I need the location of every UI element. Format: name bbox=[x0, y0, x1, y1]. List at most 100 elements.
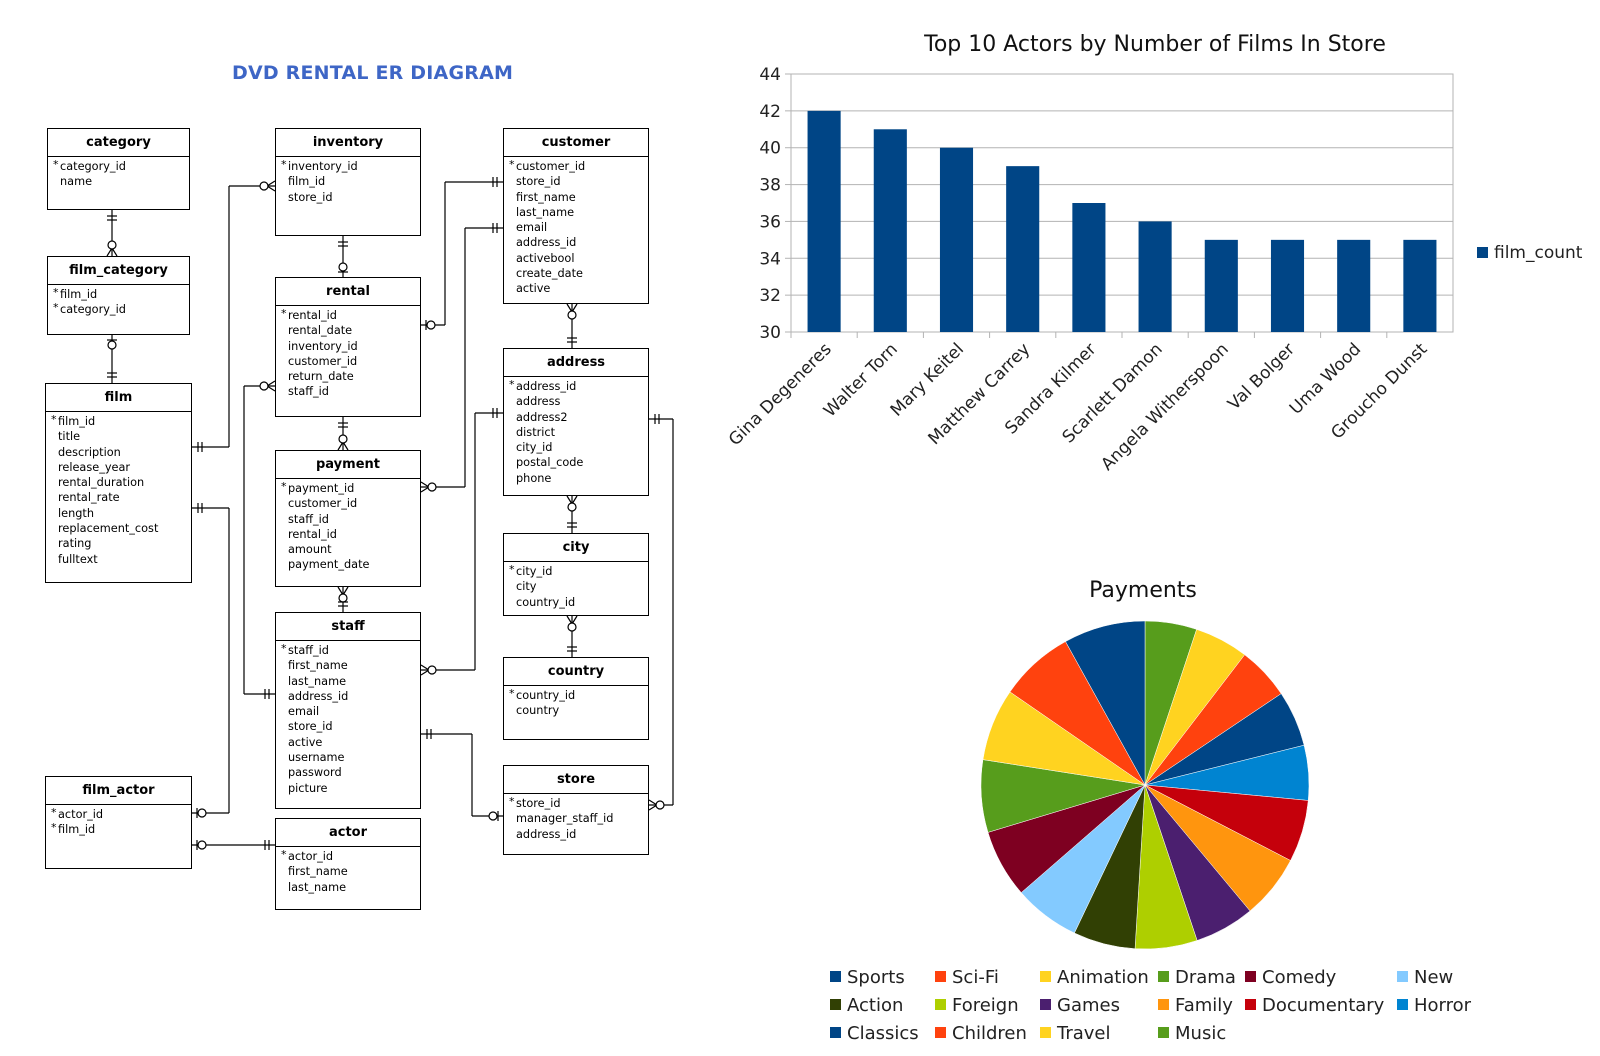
entity-attribute: film_id bbox=[53, 285, 189, 302]
legend-label: Drama bbox=[1175, 967, 1236, 988]
entity-attribute: address2 bbox=[516, 410, 568, 424]
pie-slice bbox=[982, 691, 1146, 786]
legend-label: Music bbox=[1175, 1023, 1227, 1044]
entity-attribute: country bbox=[516, 704, 560, 718]
pie-slice bbox=[1144, 744, 1310, 801]
entity-attribute: address bbox=[516, 395, 561, 409]
entity-attribute: payment_id bbox=[281, 479, 420, 496]
entity-attribute: postal_code bbox=[516, 456, 584, 470]
entity-attribute: password bbox=[288, 766, 342, 780]
entity-address: addressaddress_idaddressaddress2district… bbox=[503, 348, 649, 496]
bar bbox=[1072, 203, 1106, 332]
entity-attribute: first_name bbox=[516, 190, 576, 204]
entity-attribute: staff_id bbox=[288, 512, 329, 526]
cardinality-circle bbox=[567, 622, 577, 632]
entity-attribute: store_id bbox=[288, 190, 333, 204]
pie-legend-item: Children bbox=[935, 1024, 1027, 1044]
entity-name: film_actor bbox=[46, 777, 191, 805]
entity-attribute: length bbox=[58, 506, 95, 520]
legend-swatch bbox=[1245, 999, 1256, 1010]
bar bbox=[1403, 239, 1437, 332]
entity-name: staff bbox=[276, 613, 420, 641]
legend-label: New bbox=[1414, 967, 1454, 988]
legend-label: Games bbox=[1057, 995, 1120, 1016]
legend-swatch bbox=[935, 971, 946, 982]
entity-attribute: email bbox=[516, 221, 548, 235]
pie-slice bbox=[1074, 784, 1146, 949]
entity-attribute: film_id bbox=[51, 820, 191, 837]
entity-attribute: rental_rate bbox=[58, 491, 120, 505]
cardinality-circle bbox=[338, 434, 348, 444]
entity-attribute: staff_id bbox=[281, 641, 420, 658]
entity-attribute: actor_id bbox=[281, 847, 420, 864]
entity-attribute: city_id bbox=[509, 562, 648, 579]
cardinality-circle bbox=[107, 240, 117, 250]
legend-label: Comedy bbox=[1262, 967, 1337, 988]
cardinality-circle bbox=[427, 665, 437, 675]
cardinality-circle bbox=[488, 811, 498, 821]
entity-attribute: category_id bbox=[53, 300, 189, 317]
pie-legend-item: New bbox=[1397, 968, 1453, 988]
entity-attribute: active bbox=[288, 735, 323, 749]
entity-attribute: inventory_id bbox=[288, 339, 358, 353]
entity-attribute: store_id bbox=[509, 794, 648, 811]
entity-attribute: film_id bbox=[51, 412, 191, 429]
entity-attribute: rental_date bbox=[288, 324, 353, 338]
legend-swatch bbox=[1040, 971, 1051, 982]
cardinality-circle bbox=[107, 340, 117, 350]
pie-legend-item: Classics bbox=[830, 1024, 919, 1044]
entity-attribute: return_date bbox=[288, 370, 354, 384]
pie-slice bbox=[980, 759, 1146, 833]
entity-attribute: name bbox=[60, 175, 93, 189]
pie-legend-item: Family bbox=[1158, 996, 1233, 1016]
y-tick-label: 44 bbox=[759, 65, 781, 85]
entity-attribute: last_name bbox=[516, 205, 575, 219]
entity-attribute: replacement_cost bbox=[58, 522, 159, 536]
entity-attribute: amount bbox=[288, 543, 332, 557]
bar-chart-title: Top 10 Actors by Number of Films In Stor… bbox=[923, 32, 1386, 57]
legend-label: Classics bbox=[847, 1023, 919, 1044]
legend-swatch bbox=[830, 971, 841, 982]
cardinality-circle bbox=[427, 482, 437, 492]
cardinality-circle bbox=[197, 808, 207, 818]
entity-name: film_category bbox=[48, 257, 189, 285]
pie-legend-item: Action bbox=[830, 996, 903, 1016]
pie-slice bbox=[1065, 620, 1146, 786]
y-tick-label: 38 bbox=[759, 176, 781, 196]
pie-chart-title: Payments bbox=[1089, 578, 1197, 603]
entity-attribute: store_id bbox=[516, 175, 561, 189]
pie-slice bbox=[987, 784, 1146, 893]
entity-attribute: first_name bbox=[288, 865, 348, 879]
legend-swatch bbox=[1040, 999, 1051, 1010]
entity-attribute: staff_id bbox=[288, 385, 329, 399]
entity-attribute: address_id bbox=[516, 827, 577, 841]
entity-rental: rentalrental_idrental_dateinventory_idcu… bbox=[275, 277, 421, 417]
legend-label: Family bbox=[1175, 995, 1233, 1016]
legend-swatch bbox=[1397, 971, 1408, 982]
pie-slice bbox=[1144, 784, 1309, 861]
pie-slice bbox=[1144, 693, 1305, 786]
entity-attribute: customer_id bbox=[509, 157, 648, 174]
pie-legend-item: Drama bbox=[1158, 968, 1236, 988]
entity-attribute: fulltext bbox=[58, 552, 98, 566]
pie-slice bbox=[1144, 784, 1291, 912]
pie-legend-item: Animation bbox=[1040, 968, 1149, 988]
entity-attribute: last_name bbox=[288, 674, 347, 688]
entity-attribute: rental_id bbox=[281, 306, 420, 323]
y-tick-label: 32 bbox=[759, 286, 781, 306]
cardinality-circle bbox=[655, 800, 665, 810]
legend-swatch bbox=[1477, 247, 1488, 258]
legend-label: Documentary bbox=[1262, 995, 1385, 1016]
legend-swatch bbox=[1158, 999, 1169, 1010]
entity-attribute: create_date bbox=[516, 267, 583, 281]
entity-name: film bbox=[46, 384, 191, 412]
entity-name: category bbox=[48, 129, 189, 157]
entity-attribute: first_name bbox=[288, 659, 348, 673]
legend-swatch bbox=[830, 1027, 841, 1038]
y-tick-label: 42 bbox=[759, 102, 781, 122]
legend-swatch bbox=[1158, 1027, 1169, 1038]
entity-attribute: category_id bbox=[53, 157, 189, 174]
